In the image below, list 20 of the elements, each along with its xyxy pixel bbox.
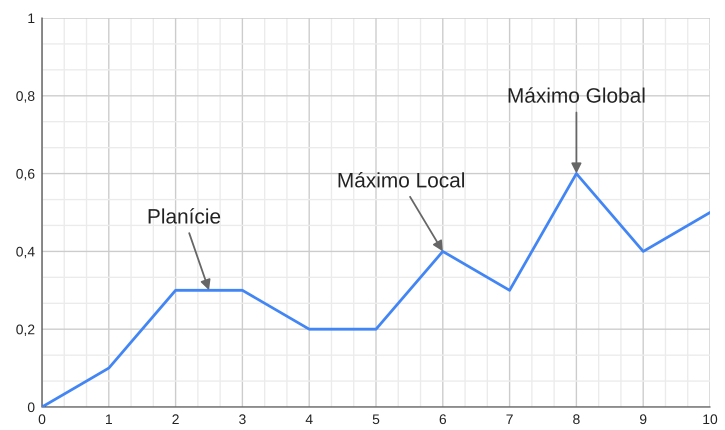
y-tick-label: 1 (28, 13, 34, 24)
x-tick-label: 6 (440, 414, 446, 424)
y-tick-label: 0,8 (16, 91, 34, 103)
annotation: Planície (148, 208, 220, 224)
annotation: Máximo Local (338, 172, 464, 188)
x-tick-label: 3 (239, 414, 246, 424)
x-tick-label: 5 (372, 414, 380, 424)
x-tick-label: 1 (106, 414, 112, 424)
y-tick-label: 0,2 (16, 324, 34, 336)
y-tick-label: 0,6 (16, 168, 34, 180)
x-tick-label: 4 (306, 414, 313, 424)
x-tick-label: 0 (38, 414, 46, 424)
x-tick-label: 10 (703, 414, 718, 424)
x-tick-label: 8 (573, 414, 580, 424)
x-tick-label: 2 (172, 414, 179, 424)
x-tick-label: 7 (506, 414, 513, 424)
annotation: Máximo Global (508, 87, 644, 103)
y-tick-label: 0 (28, 402, 35, 412)
x-tick-label: 9 (640, 414, 646, 424)
y-tick-label: 0,4 (16, 246, 35, 258)
